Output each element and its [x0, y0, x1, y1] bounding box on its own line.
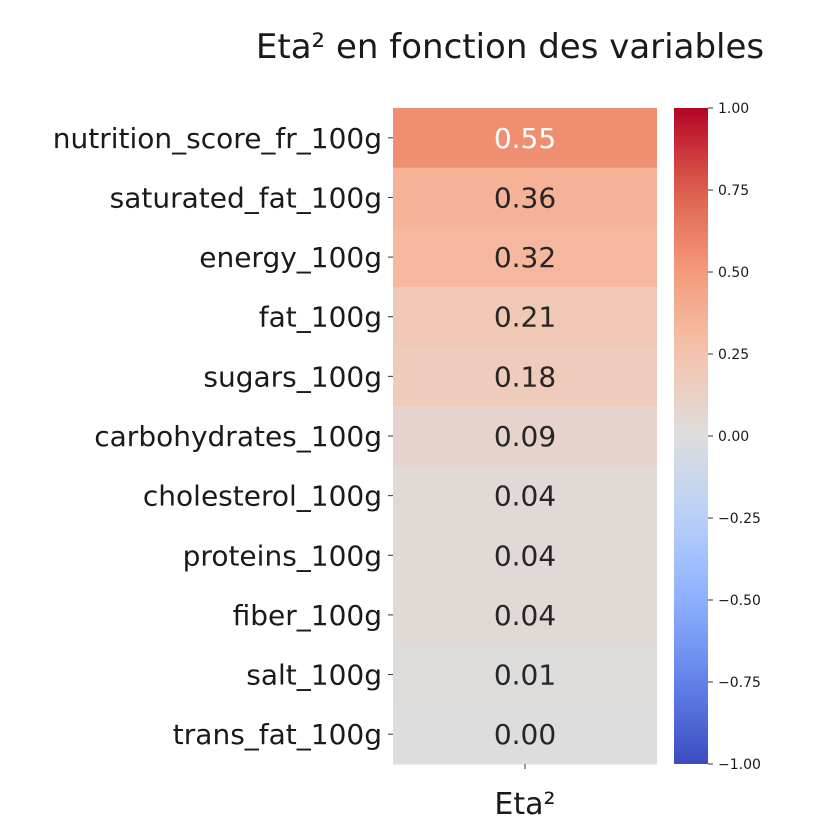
- cell-value-label: 0.32: [494, 241, 556, 274]
- heatmap-cell: [393, 406, 657, 467]
- cell-value-label: 0.04: [494, 480, 556, 513]
- colorbar-tick-label: −0.25: [718, 511, 761, 527]
- cell-value-label: 0.04: [494, 599, 556, 632]
- colorbar-tick-label: 0.50: [718, 265, 749, 281]
- colorbar-tick-label: 0.00: [718, 429, 749, 445]
- cell-value-label: 0.09: [494, 420, 556, 453]
- row-label: nutrition_score_fr_100g: [53, 122, 382, 155]
- cell-value-label: 0.00: [494, 718, 556, 751]
- heatmap-cell: [393, 644, 657, 705]
- colorbar-tick-label: 1.00: [718, 101, 749, 117]
- column-labels: Eta²: [494, 764, 556, 822]
- heatmap-cell: [393, 227, 657, 288]
- cell-value-label: 0.04: [494, 539, 556, 572]
- heatmap-cell: [393, 525, 657, 586]
- row-label: proteins_100g: [183, 539, 382, 572]
- row-label: energy_100g: [199, 241, 382, 274]
- heatmap-cells: 0.55 0.36 0.32 0.21 0.18 0.09 0.04 0.04 0.04 0.01…: [393, 108, 657, 765]
- colorbar: 1.00 0.75 0.50 0.25 0.00 −0.25 −0.50 −0.75 −1.00: [674, 101, 761, 773]
- colorbar-tick-label: −0.75: [718, 675, 761, 691]
- row-label: salt_100g: [246, 659, 382, 692]
- cell-value-label: 0.55: [494, 122, 556, 155]
- row-label: fiber_100g: [233, 599, 382, 632]
- cell-value-label: 0.01: [494, 659, 556, 692]
- colorbar-tick-label: 0.75: [718, 183, 749, 199]
- heatmap-cell: [393, 704, 657, 765]
- cell-value-label: 0.21: [494, 301, 556, 334]
- heatmap-cell: [393, 286, 657, 348]
- row-label: fat_100g: [259, 301, 382, 334]
- heatmap-cell: [393, 108, 657, 169]
- cell-value-label: 0.18: [494, 360, 556, 393]
- colorbar-tick-label: 0.25: [718, 347, 749, 363]
- row-label: carbohydrates_100g: [94, 420, 382, 453]
- colorbar-tick-label: −0.50: [718, 593, 761, 609]
- cell-value-label: 0.36: [494, 181, 556, 214]
- heatmap-cell: [393, 167, 657, 228]
- colorbar-gradient: [674, 108, 708, 764]
- row-label: saturated_fat_100g: [110, 181, 382, 214]
- row-labels: nutrition_score_fr_100g saturated_fat_100…: [53, 122, 393, 751]
- chart-title: Eta² en fonction des variables: [256, 27, 764, 67]
- row-label: sugars_100g: [203, 360, 382, 393]
- heatmap-cell: [393, 346, 657, 407]
- column-label: Eta²: [494, 787, 555, 822]
- heatmap-cell: [393, 585, 657, 646]
- row-label: trans_fat_100g: [173, 718, 382, 751]
- heatmap-cell: [393, 465, 657, 526]
- row-label: cholesterol_100g: [143, 480, 382, 513]
- colorbar-tick-label: −1.00: [718, 757, 761, 773]
